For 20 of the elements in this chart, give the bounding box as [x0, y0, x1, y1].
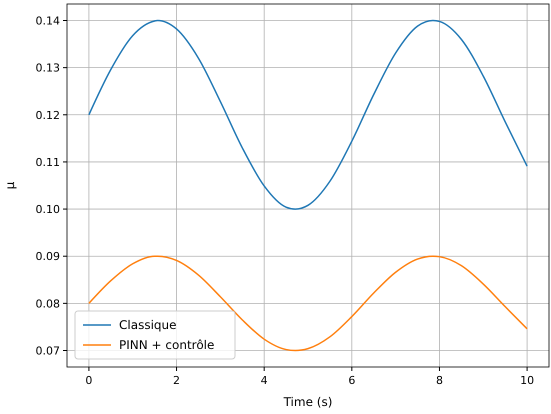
- y-tick-label: 0.07: [36, 344, 60, 358]
- x-axis-title: Time (s): [282, 395, 332, 409]
- x-tick-label: 10: [520, 374, 534, 387]
- y-tick-label: 0.08: [36, 297, 60, 310]
- y-tick-label: 0.09: [36, 250, 60, 264]
- line-series: [88, 255, 528, 352]
- y-tick-label: 0.11: [36, 156, 60, 169]
- x-tick-label: 4: [260, 374, 268, 387]
- x-tick-label: 0: [85, 374, 92, 387]
- x-tick-label: 8: [436, 374, 443, 387]
- y-tick-label: 0.13: [36, 62, 60, 75]
- legend-label: PINN + contrôle: [119, 338, 214, 352]
- x-tick-label: 6: [348, 374, 356, 387]
- y-tick-label: 0.12: [36, 108, 60, 122]
- y-tick-label: 0.10: [36, 203, 60, 216]
- y-axis-title: μ: [3, 181, 17, 190]
- line-series: [88, 20, 528, 210]
- legend-label: Classique: [119, 318, 177, 332]
- y-tick-label: 0.14: [36, 14, 60, 28]
- x-tick-label: 2: [173, 374, 180, 387]
